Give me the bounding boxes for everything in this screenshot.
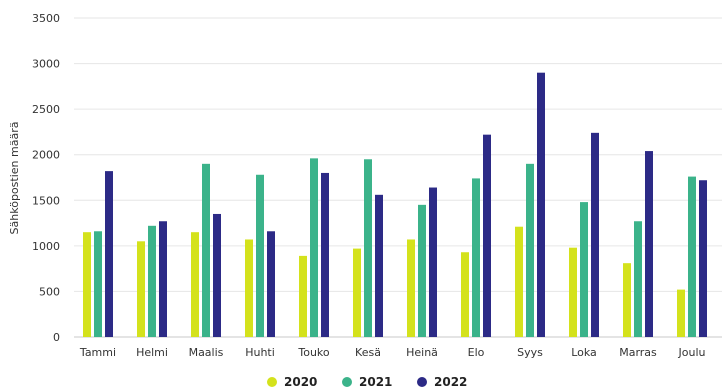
bar-2020-huhti[interactable] (245, 239, 253, 337)
legend-item-2020[interactable]: 2020 (267, 375, 317, 389)
legend-item-2021[interactable]: 2021 (342, 375, 392, 389)
bar-2020-helmi[interactable] (137, 241, 145, 337)
legend-swatch (267, 377, 277, 387)
x-tick-label: Heinä (406, 346, 438, 359)
y-tick-label: 0 (53, 331, 60, 344)
x-axis-ticks: Tammi Helmi Maalis Huhti Touko Kesä Heinä Elo Sy… (79, 346, 706, 359)
legend-label: 2021 (359, 375, 392, 389)
bar-2021-elo[interactable] (472, 178, 480, 337)
bar-2020-elo[interactable] (461, 252, 469, 337)
x-tick-label: Kesä (355, 346, 381, 359)
y-tick-label: 3000 (32, 58, 60, 71)
bars (83, 72, 707, 337)
legend-swatch (342, 377, 352, 387)
x-tick-label: Joulu (678, 346, 706, 359)
bar-2020-maalis[interactable] (191, 232, 199, 337)
bar-2022-elo[interactable] (483, 134, 491, 337)
x-tick-label: Syys (517, 346, 543, 359)
grid-lines (74, 17, 722, 338)
x-tick-label: Marras (619, 346, 657, 359)
bar-2021-touko[interactable] (310, 158, 318, 337)
y-tick-label: 1000 (32, 240, 60, 253)
y-axis-label: Sähköpostien määrä (8, 122, 21, 235)
bar-2022-syys[interactable] (537, 72, 545, 337)
bar-2022-tammi[interactable] (105, 171, 113, 337)
bar-2020-joulu[interactable] (677, 289, 685, 337)
legend-swatch (417, 377, 427, 387)
bar-2022-touko[interactable] (321, 172, 329, 337)
bar-2022-heinä[interactable] (429, 187, 437, 337)
y-tick-label: 2500 (32, 103, 60, 116)
bar-2021-kesä[interactable] (364, 159, 372, 337)
bar-2022-helmi[interactable] (159, 221, 167, 337)
bar-2020-loka[interactable] (569, 247, 577, 337)
x-tick-label: Touko (297, 346, 330, 359)
bar-2021-heinä[interactable] (418, 204, 426, 337)
y-axis-ticks: 0 500 1000 1500 2000 2500 3000 3500 (32, 12, 60, 344)
bar-2021-loka[interactable] (580, 202, 588, 337)
bar-2021-syys[interactable] (526, 163, 534, 337)
bar-2020-heinä[interactable] (407, 239, 415, 337)
bar-2020-touko[interactable] (299, 255, 307, 337)
bar-2021-maalis[interactable] (202, 163, 210, 337)
legend-label: 2022 (434, 375, 467, 389)
y-tick-label: 2000 (32, 149, 60, 162)
bar-2021-huhti[interactable] (256, 174, 264, 337)
bar-2021-joulu[interactable] (688, 176, 696, 337)
bar-2021-marras[interactable] (634, 221, 642, 337)
bar-2021-tammi[interactable] (94, 231, 102, 337)
x-tick-label: Helmi (136, 346, 168, 359)
x-tick-label: Loka (571, 346, 597, 359)
x-tick-label: Huhti (245, 346, 275, 359)
bar-2022-kesä[interactable] (375, 194, 383, 337)
bar-2022-joulu[interactable] (699, 180, 707, 337)
x-tick-label: Tammi (79, 346, 116, 359)
y-tick-label: 500 (39, 285, 60, 298)
x-tick-label: Elo (468, 346, 485, 359)
bar-2022-huhti[interactable] (267, 231, 275, 337)
bar-2020-syys[interactable] (515, 226, 523, 337)
bar-2020-marras[interactable] (623, 263, 631, 337)
bar-2021-helmi[interactable] (148, 225, 156, 337)
bar-2022-marras[interactable] (645, 151, 653, 337)
y-tick-label: 3500 (32, 12, 60, 25)
bar-2022-maalis[interactable] (213, 213, 221, 337)
legend-label: 2020 (284, 375, 317, 389)
legend-item-2022[interactable]: 2022 (417, 375, 467, 389)
legend[interactable]: 2020 2021 2022 (267, 375, 467, 389)
y-tick-label: 1500 (32, 194, 60, 207)
bar-2020-tammi[interactable] (83, 232, 91, 337)
bar-2020-kesä[interactable] (353, 248, 361, 337)
x-tick-label: Maalis (189, 346, 224, 359)
bar-2022-loka[interactable] (591, 132, 599, 337)
